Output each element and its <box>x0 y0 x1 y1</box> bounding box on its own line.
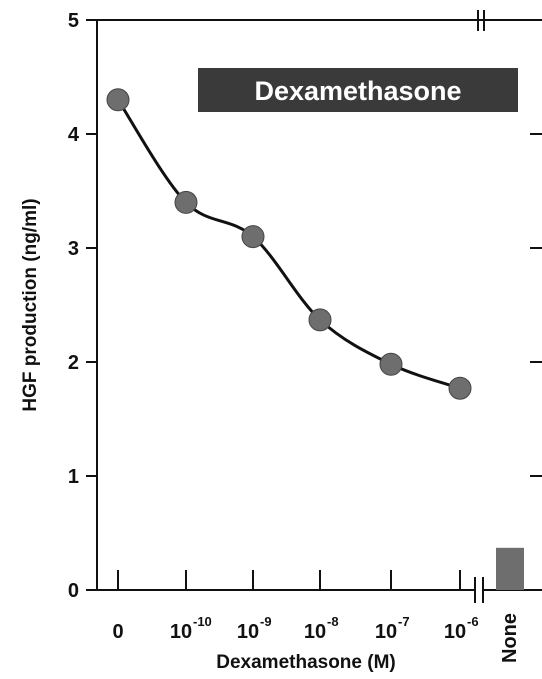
x-tick-exponent: -8 <box>327 614 339 629</box>
control-group: None <box>496 547 524 663</box>
y-axis-label: HGF production (ng/ml) <box>20 198 41 411</box>
x-tick-label: 10 <box>304 621 326 643</box>
data-point <box>308 308 332 332</box>
y-tick-label: 0 <box>68 580 79 602</box>
x-tick-label: 10 <box>237 621 259 643</box>
y-ticks: 0 1 2 3 4 5 <box>68 10 542 602</box>
annotation-banner <box>198 68 518 112</box>
data-point <box>241 225 265 249</box>
axis-break-bottom <box>474 577 484 603</box>
y-tick-label: 5 <box>68 10 79 32</box>
control-label: None <box>499 613 521 663</box>
x-ticks: 0 10 -10 10 -9 10 -8 10 -7 10 -6 <box>112 570 479 643</box>
control-bar <box>496 547 524 590</box>
y-tick-label: 3 <box>68 238 79 260</box>
x-tick-exponent: -10 <box>193 614 212 629</box>
x-tick-exponent: -9 <box>260 614 272 629</box>
data-point <box>448 376 472 400</box>
data-point <box>174 190 198 214</box>
x-tick-exponent: -7 <box>398 614 410 629</box>
y-tick-label: 1 <box>68 466 79 488</box>
x-tick-label: 10 <box>375 621 397 643</box>
data-point <box>106 88 130 112</box>
x-axis-label: Dexamethasone (M) <box>216 652 396 673</box>
x-tick-label: 10 <box>170 621 192 643</box>
x-tick-label: 10 <box>444 621 466 643</box>
x-tick-label: 0 <box>112 621 123 643</box>
data-point <box>379 352 403 376</box>
data-points <box>106 88 472 400</box>
annotation-text: Dexamethasone <box>254 76 461 106</box>
fit-curve <box>116 98 461 390</box>
axis-break-top <box>477 10 485 31</box>
x-tick-exponent: -6 <box>467 614 479 629</box>
y-tick-label: 2 <box>68 352 79 374</box>
y-tick-label: 4 <box>68 124 80 146</box>
